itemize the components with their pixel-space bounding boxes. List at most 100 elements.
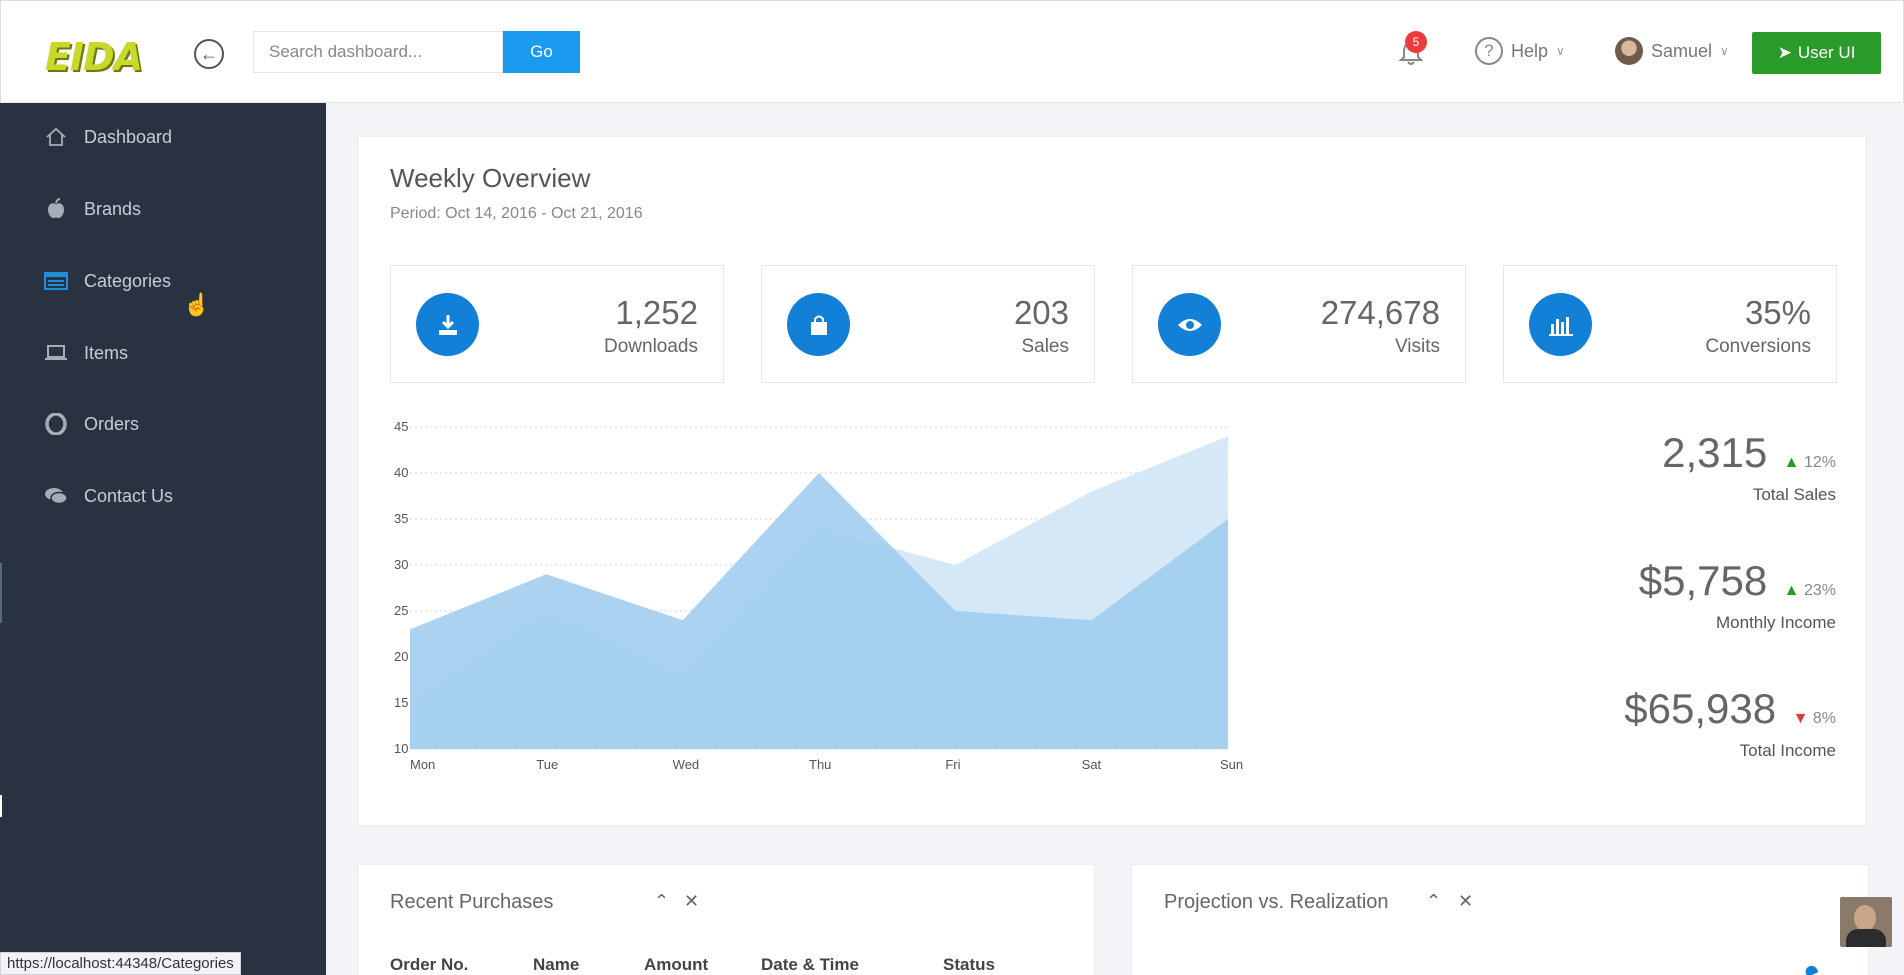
sidebar-item-label: Contact Us	[84, 485, 174, 506]
projection-card: Projection vs. Realization ⌃ ✕	[1131, 864, 1869, 975]
stat-label: Conversions	[1705, 336, 1811, 357]
x-tick-label: Wed	[673, 757, 700, 772]
stat-sales: 203 Sales	[761, 265, 1095, 383]
stat-value: 203	[1013, 294, 1069, 331]
search-input[interactable]	[253, 31, 503, 73]
x-tick-label: Sat	[1082, 757, 1102, 772]
download-icon	[416, 293, 479, 356]
caret-up-icon: ▲	[1783, 581, 1800, 599]
list-icon	[44, 270, 68, 292]
webcam-face	[1854, 905, 1876, 931]
user-menu[interactable]: Samuel ∨	[1615, 37, 1729, 65]
top-bar: EIDA ← Go 5 ? Help ∨ Samuel ∨ ➤ User UI	[0, 0, 1904, 103]
user-ui-label: User UI	[1797, 43, 1856, 62]
y-tick-label: 20	[394, 649, 408, 664]
stat-value: 1,252	[615, 294, 698, 331]
sidebar-item-label: Brands	[84, 198, 142, 219]
close-icon[interactable]: ✕	[1458, 891, 1474, 911]
kpi-total-income: $65,938 ▼ 8% Total Income	[1624, 685, 1836, 761]
chevron-down-icon: ∨	[1720, 44, 1729, 58]
help-label: Help	[1511, 40, 1549, 61]
kpi-value: $65,938	[1624, 685, 1777, 732]
user-ui-button[interactable]: ➤ User UI	[1752, 32, 1881, 74]
kpi-change: ▲ 12%	[1784, 454, 1836, 472]
x-tick-label: Thu	[809, 757, 831, 772]
stat-label: Sales	[1021, 336, 1069, 357]
y-tick-label: 25	[394, 603, 408, 618]
home-icon	[44, 126, 68, 148]
caret-down-icon: ▼	[1792, 709, 1809, 727]
kpi-total-sales: 2,315 ▲ 12% Total Sales	[1662, 429, 1836, 505]
kpi-value: $5,758	[1638, 557, 1768, 604]
collapse-icon[interactable]: ⌃	[654, 891, 670, 911]
kpi-label: Monthly Income	[1716, 613, 1836, 632]
kpi-change-value: 12%	[1803, 453, 1836, 471]
x-tick-label: Fri	[945, 757, 960, 772]
kpi-label: Total Income	[1739, 741, 1836, 760]
opera-icon	[44, 413, 68, 435]
stat-label: Visits	[1394, 336, 1440, 357]
stat-visits: 274,678 Visits	[1132, 265, 1466, 383]
notification-badge: 5	[1405, 31, 1427, 53]
y-tick-label: 30	[394, 557, 408, 572]
column-header[interactable]: Order No.	[390, 955, 469, 974]
kpi-change-value: 8%	[1812, 709, 1836, 727]
scroll-indicator	[0, 563, 2, 623]
x-tick-label: Sun	[1220, 757, 1243, 772]
area-series-2	[410, 473, 1228, 749]
stat-label: Downloads	[604, 336, 698, 357]
column-header[interactable]: Status	[943, 955, 995, 974]
page-title: Weekly Overview	[390, 163, 591, 193]
stat-value: 274,678	[1320, 294, 1440, 331]
collapse-icon[interactable]: ⌃	[1426, 891, 1442, 911]
sidebar-item-label: Orders	[84, 413, 140, 434]
chevron-down-icon: ∨	[1556, 44, 1565, 58]
logo[interactable]: EIDA	[45, 35, 143, 79]
user-name: Samuel	[1651, 40, 1713, 61]
sidebar-item-categories[interactable]: Categories	[44, 270, 171, 292]
panel-title: Projection vs. Realization	[1164, 891, 1389, 913]
column-header[interactable]: Date & Time	[761, 955, 859, 974]
hand-cursor-icon: ☝	[183, 292, 211, 317]
column-header[interactable]: Amount	[644, 955, 709, 974]
shopping-bag-icon	[787, 293, 850, 356]
stat-value: 35%	[1744, 294, 1811, 331]
sidebar-item-orders[interactable]: Orders	[44, 413, 139, 435]
kpi-change: ▲ 23%	[1784, 582, 1836, 600]
kpi-monthly-income: $5,758 ▲ 23% Monthly Income	[1639, 557, 1836, 633]
x-tick-label: Tue	[536, 757, 558, 772]
apple-icon	[44, 198, 68, 220]
sidebar-item-dashboard[interactable]: Dashboard	[44, 126, 172, 148]
stat-downloads: 1,252 Downloads	[390, 265, 724, 383]
y-tick-label: 35	[394, 511, 408, 526]
sidebar-item-label: Categories	[84, 270, 172, 291]
caret-up-icon: ▲	[1783, 453, 1800, 471]
back-arrow-icon[interactable]: ←	[194, 39, 224, 69]
chat-icon	[44, 485, 68, 507]
webcam-body	[1846, 929, 1886, 947]
sidebar-item-label: Items	[84, 342, 129, 363]
panel-title: Recent Purchases	[390, 891, 554, 913]
question-icon: ?	[1475, 37, 1503, 65]
help-menu[interactable]: ? Help ∨	[1475, 37, 1565, 65]
go-button[interactable]: Go	[503, 31, 580, 73]
sidebar-item-items[interactable]: Items	[44, 342, 128, 364]
kpi-label: Total Sales	[1752, 485, 1836, 504]
recent-purchases-card: Recent Purchases ⌃ ✕ Order No. Name Amou…	[357, 864, 1095, 975]
resize-handle[interactable]	[0, 795, 2, 817]
sidebar-item-contact-us[interactable]: Contact Us	[44, 485, 173, 507]
sidebar-item-brands[interactable]: Brands	[44, 198, 141, 220]
webcam-overlay	[1840, 897, 1892, 947]
y-tick-label: 10	[394, 741, 408, 756]
close-icon[interactable]: ✕	[684, 891, 700, 911]
eye-icon	[1158, 293, 1221, 356]
y-tick-label: 15	[394, 695, 408, 710]
laptop-icon	[44, 342, 68, 364]
avatar	[1615, 37, 1643, 65]
x-tick-label: Mon	[410, 757, 435, 772]
stat-conversions: 35% Conversions	[1503, 265, 1837, 383]
kpi-value: 2,315	[1662, 429, 1768, 476]
column-header[interactable]: Name	[533, 955, 580, 974]
period-label: Period: Oct 14, 2016 - Oct 21, 2016	[390, 205, 643, 222]
y-tick-label: 40	[394, 465, 408, 480]
